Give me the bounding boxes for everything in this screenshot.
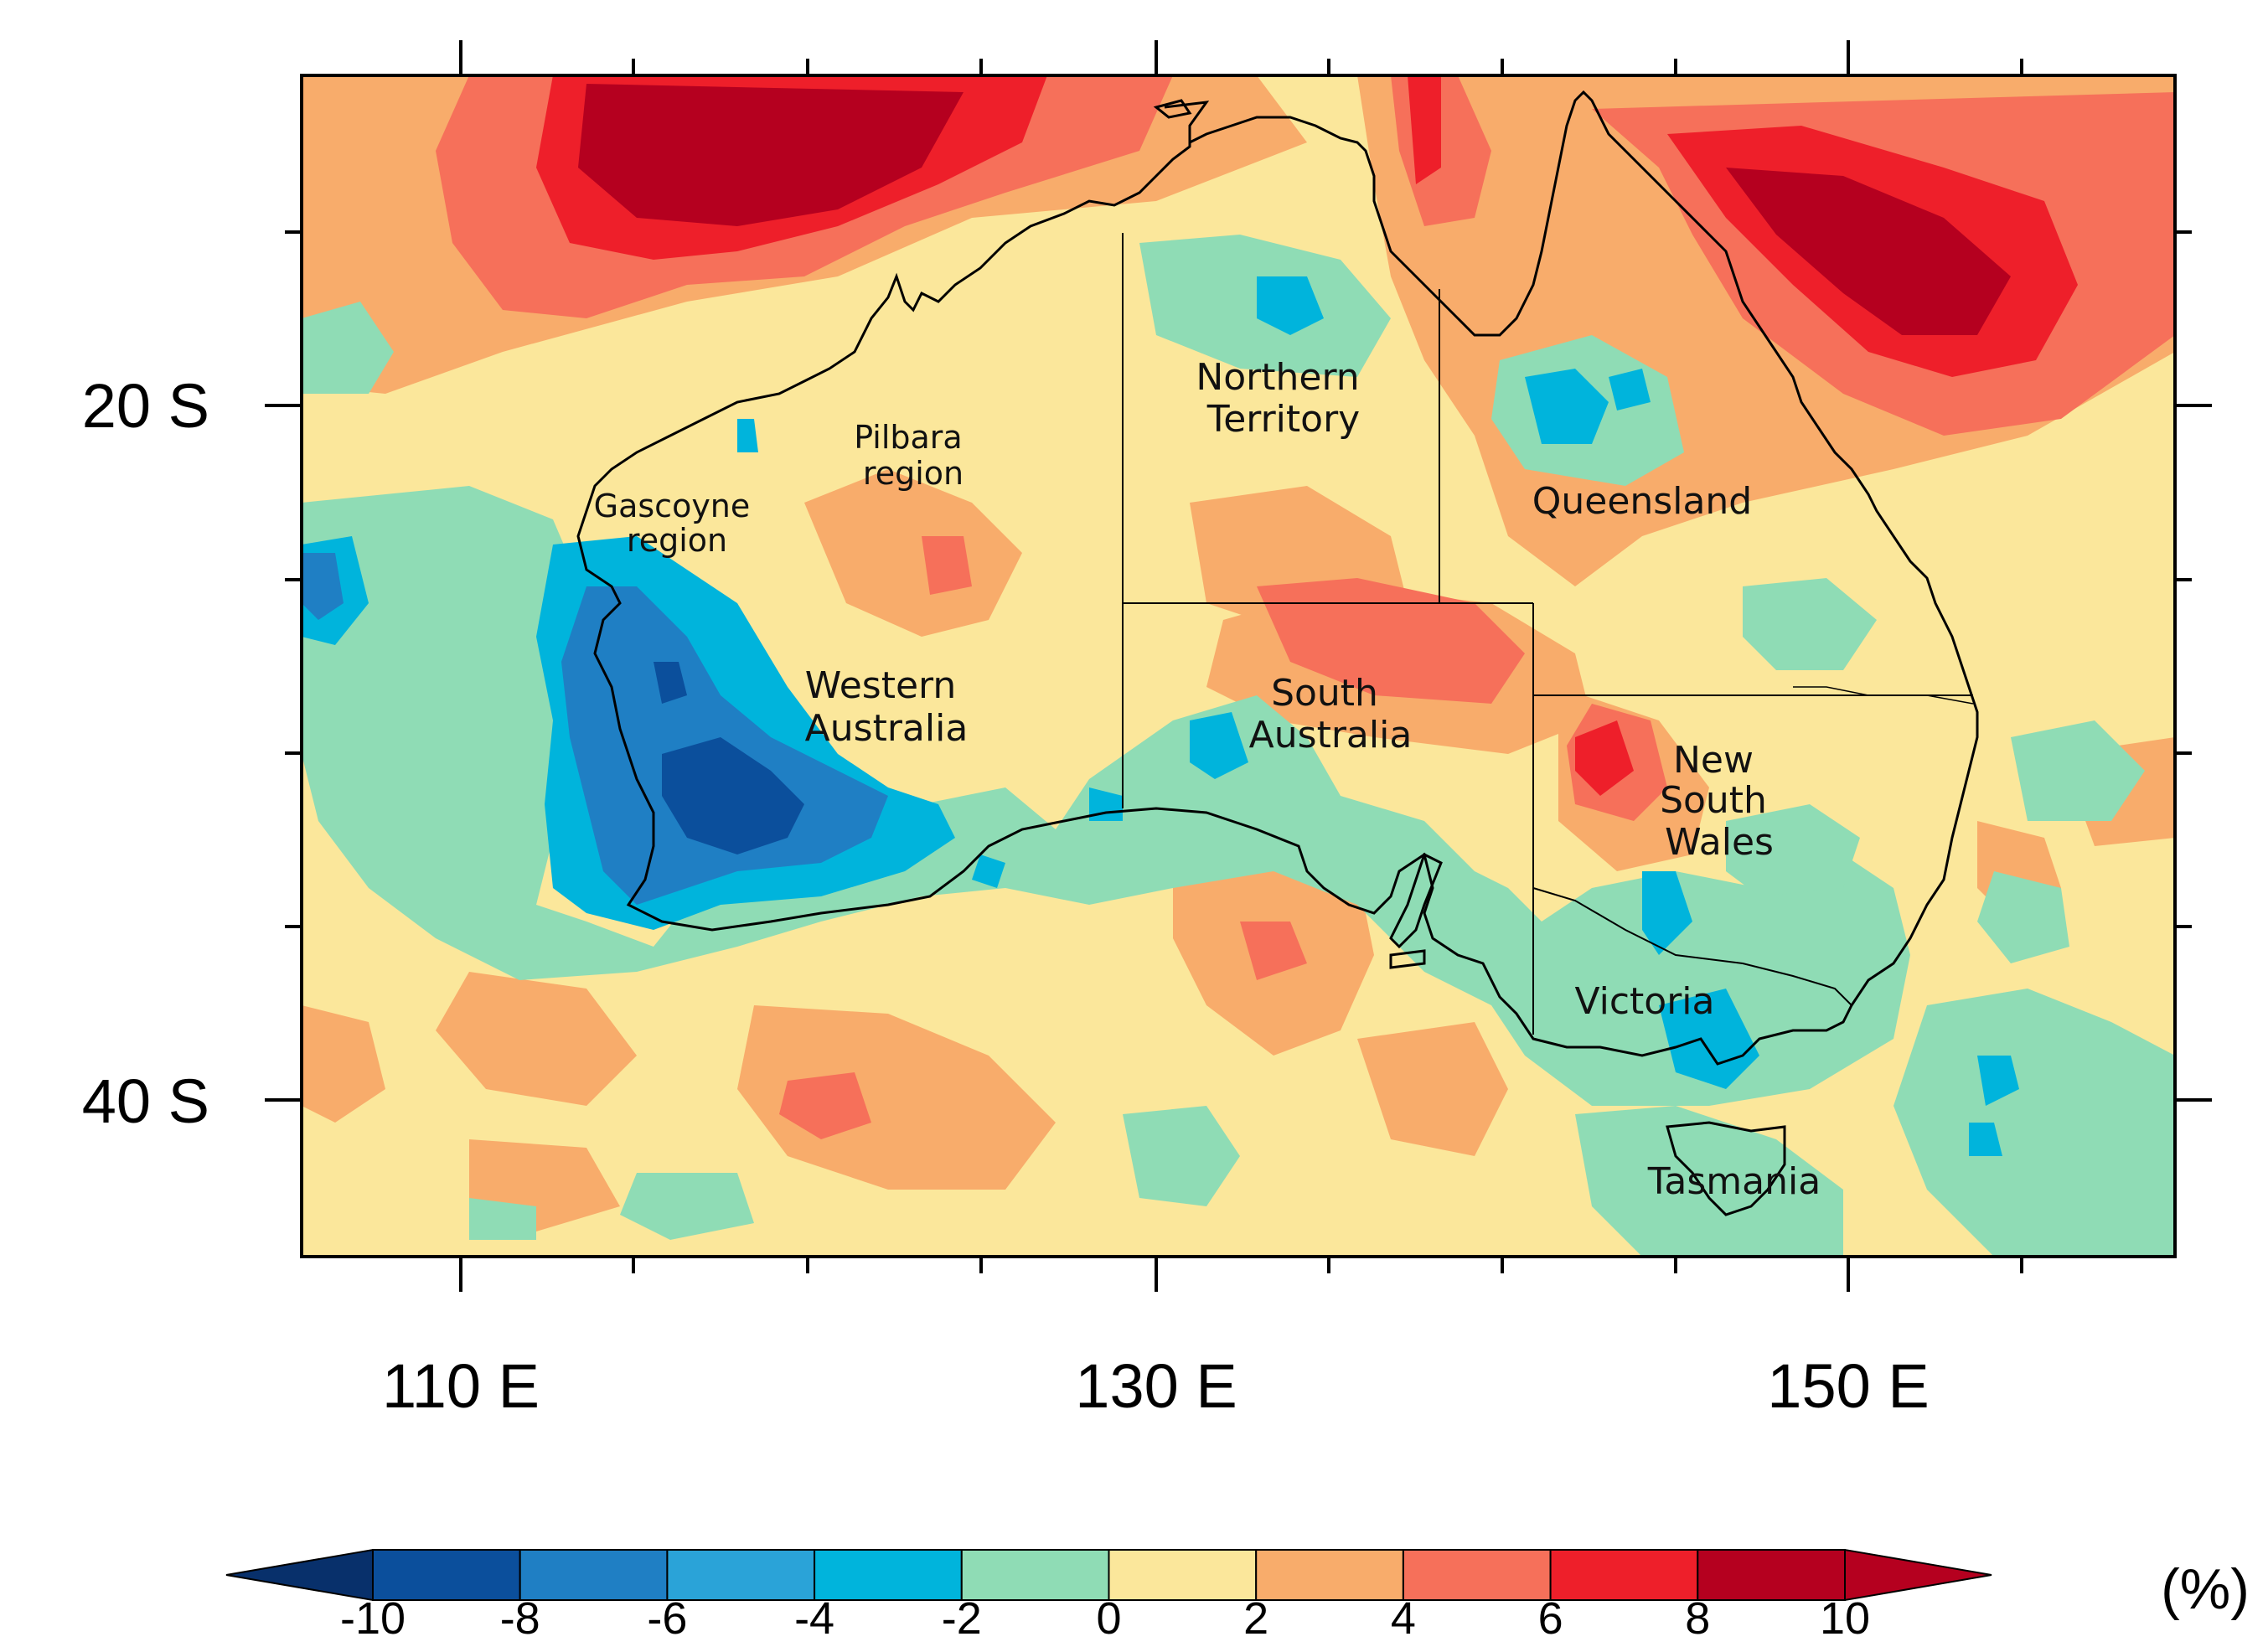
colorbar-tick-label: 2 [1243,1593,1268,1644]
region-label-new-south-wales: New South Wales [1660,739,1779,864]
colorbar: -10 -8 -6 -4 -2 0 2 4 6 8 10 (%) [225,1548,2250,1644]
region-labels: Pilbara region Gascoyne region Western A… [594,356,1821,1203]
lon-label-150: 150 E [1767,1351,1929,1421]
colorbar-bin [1697,1549,1847,1601]
colorbar-bin [1402,1549,1552,1601]
lat-label-20s: 20 S [82,371,209,441]
region-label-queensland: Queensland [1532,480,1752,523]
colorbar-bin [372,1549,521,1601]
region-label-pilbara: Pilbara region [854,419,973,492]
colorbar-tick-label: -4 [794,1593,834,1644]
colorbar-tick-label: 0 [1096,1593,1121,1644]
contour-field [302,75,2175,1257]
lon-label-110: 110 E [382,1351,540,1421]
colorbar-tick-label: 10 [1820,1593,1870,1644]
tick-marks [265,40,2212,1292]
plot-frame [300,74,2177,1258]
region-label-south-australia: South Australia [1249,672,1413,756]
colorbar-tick-label: 6 [1538,1593,1563,1644]
colorbar-bin [814,1549,963,1601]
region-label-western-australia: Western Australia [805,664,969,750]
region-label-tasmania: Tasmania [1647,1160,1821,1203]
colorbar-bin [666,1549,816,1601]
colorbar-tick-label: -6 [647,1593,687,1644]
region-label-northern-territory: Northern Territory [1196,356,1371,441]
colorbar-bin [1108,1549,1258,1601]
colorbar-arrow-low [225,1548,374,1602]
state-borders [1122,233,1974,1035]
region-label-gascoyne: Gascoyne region [594,488,761,559]
colorbar-arrow-high [1844,1548,1992,1602]
coastline [576,90,1979,1216]
colorbar-tick-label: -10 [340,1593,406,1644]
colorbar-bin [519,1549,669,1601]
colorbar-tick-label: -8 [500,1593,540,1644]
region-label-victoria: Victoria [1575,980,1715,1023]
lon-label-130: 130 E [1075,1351,1237,1421]
colorbar-tick-label: -2 [942,1593,982,1644]
colorbar-bin [960,1549,1110,1601]
colorbar-tick-label: 8 [1685,1593,1710,1644]
colorbar-bin [1549,1549,1699,1601]
lat-label-40s: 40 S [82,1066,209,1136]
colorbar-tick-label: 4 [1391,1593,1416,1644]
colorbar-bin [1255,1549,1404,1601]
colorbar-unit: (%) [2161,1557,2250,1621]
